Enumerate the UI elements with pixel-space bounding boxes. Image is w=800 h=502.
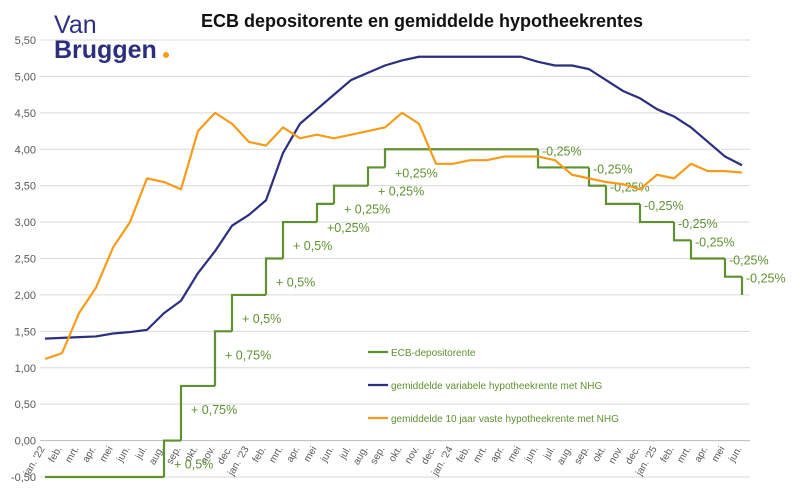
x-tick-label: mrt. [267, 445, 285, 465]
y-tick-label: 3,00 [15, 217, 36, 229]
value-label: + 0,5% [293, 239, 332, 253]
y-tick-label: 4,50 [15, 108, 36, 120]
step-segment [179, 384, 198, 441]
y-tick-label: 3,50 [15, 181, 36, 193]
x-tick-label: mei [302, 445, 320, 464]
y-tick-label: 2,00 [15, 290, 36, 302]
x-tick-label: okt. [387, 445, 405, 464]
value-label: + 0,5% [174, 458, 213, 472]
x-tick-label: apr. [489, 445, 507, 465]
x-tick-label: jul. [541, 445, 557, 462]
x-tick-label: sep. [573, 445, 592, 467]
step-segment [281, 220, 300, 259]
x-tick-label: jul. [133, 445, 149, 462]
y-tick-label: 2,50 [15, 254, 36, 266]
legend-label: gemiddelde variabele hypotheekrente met … [391, 381, 602, 392]
x-tick-label: jun. [115, 445, 133, 465]
x-tick-label: mei [506, 445, 524, 464]
x-tick-label: feb. [251, 445, 269, 465]
x-tick-label: feb. [455, 445, 473, 465]
value-label: + 0,25% [344, 203, 390, 217]
x-tick-label: apr. [81, 445, 99, 465]
step-segment [672, 222, 691, 242]
value-label: + 0,75% [191, 403, 237, 417]
y-tick-label: 0,00 [15, 436, 36, 448]
x-tick-label: nov. [403, 445, 422, 466]
x-tick-label: mrt. [63, 445, 81, 465]
value-label: -0,25% [695, 235, 735, 249]
value-label: +0,25% [327, 221, 370, 235]
y-tick-label: 5,50 [15, 35, 36, 47]
x-tick-label: feb. [659, 445, 677, 465]
y-tick-label: 1,00 [15, 363, 36, 375]
x-tick-label: okt. [591, 445, 609, 464]
x-tick-label: mrt. [471, 445, 489, 465]
step-segment [264, 257, 283, 295]
x-tick-label: nov. [607, 445, 626, 466]
value-label: -0,25% [644, 199, 684, 213]
logo-dot [163, 52, 169, 58]
x-tick-label: sep. [369, 445, 388, 467]
step-segment [723, 258, 742, 278]
step-segment [213, 330, 232, 386]
step-segment [162, 439, 181, 477]
legend-label: gemiddelde 10 jaar vaste hypotheekrente … [391, 414, 619, 425]
logo-line1: Van [54, 11, 97, 39]
step-segment [689, 240, 708, 260]
x-tick-label: apr. [693, 445, 711, 465]
logo-line2: Bruggen [54, 36, 157, 64]
x-tick-label: jul. [337, 445, 353, 462]
value-label: -0,25% [593, 162, 633, 176]
x-tick-label: apr. [285, 445, 303, 465]
step-segment [536, 149, 555, 169]
value-label: -0,25% [746, 272, 786, 286]
value-label: + 0,5% [242, 312, 281, 326]
value-label: -0,25% [678, 217, 718, 231]
legend-label: ECB-depositorente [391, 348, 476, 359]
series-line [44, 55, 743, 340]
value-label: -0,25% [729, 254, 769, 268]
x-tick-label: jun. [319, 445, 337, 465]
step-segment [366, 166, 385, 186]
value-label: +0,25% [395, 166, 438, 180]
x-tick-label: aug. [351, 445, 370, 467]
x-tick-label: aug. [555, 445, 574, 467]
value-label: + 0,75% [225, 348, 271, 362]
y-tick-label: 4,00 [15, 144, 36, 156]
step-segment [315, 202, 334, 223]
value-label: -0,25% [542, 144, 582, 158]
step-segment [383, 148, 402, 168]
step-segment [604, 185, 623, 205]
step-segment [230, 293, 249, 332]
value-label: + 0,25% [378, 184, 424, 198]
step-segment [332, 184, 351, 204]
x-tick-label: mrt. [675, 445, 693, 465]
chart-title: ECB depositorente en gemiddelde hypothee… [201, 11, 643, 31]
value-label: + 0,5% [276, 276, 315, 290]
x-tick-label: mei [98, 445, 116, 464]
step-segment [587, 167, 606, 187]
y-tick-label: 0,50 [15, 399, 36, 411]
series-line [44, 111, 743, 361]
x-tick-label: jun. [523, 445, 541, 465]
x-tick-label: mei [710, 445, 728, 464]
y-tick-label: 5,00 [15, 71, 36, 83]
x-tick-label: jun. [727, 445, 745, 465]
y-tick-label: 1,50 [15, 326, 36, 338]
step-segment [638, 203, 657, 224]
x-tick-label: feb. [47, 445, 65, 465]
y-tick-label: -0,50 [11, 472, 36, 484]
